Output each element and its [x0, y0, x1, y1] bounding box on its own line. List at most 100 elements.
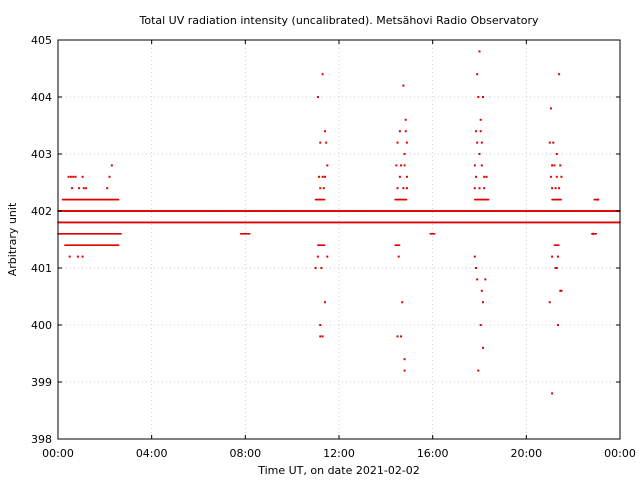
plot-frame — [57, 39, 621, 440]
data-point — [398, 244, 401, 246]
data-point — [399, 198, 401, 201]
data-point — [99, 198, 101, 201]
data-point — [100, 244, 103, 246]
data-point — [320, 198, 323, 201]
data-point — [92, 244, 94, 246]
data-point — [486, 198, 489, 201]
data-point — [403, 164, 406, 167]
data-point — [317, 198, 319, 201]
data-point — [484, 198, 487, 201]
data-point — [326, 255, 329, 258]
data-point — [81, 198, 84, 201]
data-point — [97, 244, 99, 246]
data-point — [100, 233, 103, 235]
data-point — [474, 175, 477, 178]
data-point — [102, 198, 105, 201]
data-point — [59, 233, 62, 235]
data-point — [84, 244, 86, 246]
data-point — [319, 198, 322, 201]
data-point — [106, 198, 109, 201]
data-point — [403, 198, 406, 201]
x-tick-label: 08:00 — [229, 447, 261, 460]
data-point — [111, 233, 113, 235]
data-point — [478, 198, 481, 201]
data-point — [74, 244, 77, 246]
data-point — [316, 96, 319, 98]
data-point — [58, 233, 60, 235]
data-point — [483, 198, 485, 201]
y-axis: 398 399 400 401 402 403 404 405 — [31, 34, 620, 446]
data-point — [87, 244, 90, 246]
data-point — [556, 198, 558, 201]
data-point — [77, 244, 79, 246]
data-point — [556, 324, 559, 326]
data-point — [64, 244, 66, 246]
data-point — [323, 244, 325, 246]
data-point — [592, 232, 595, 235]
data-point — [108, 233, 111, 235]
data-point — [84, 198, 86, 201]
data-point — [99, 244, 101, 246]
data-point — [91, 198, 93, 201]
data-point — [60, 233, 63, 235]
data-point — [559, 289, 562, 292]
data-point — [554, 198, 557, 201]
data-point — [552, 198, 555, 201]
data-point — [119, 233, 121, 235]
data-point — [473, 255, 476, 258]
data-point — [67, 175, 70, 178]
data-point — [98, 244, 100, 246]
data-point — [551, 392, 554, 395]
data-point — [90, 198, 92, 201]
data-point — [396, 244, 399, 246]
data-point — [323, 198, 325, 201]
data-point — [110, 244, 112, 246]
y-axis-label: Arbitrary unit — [6, 202, 19, 276]
data-point — [80, 244, 83, 246]
data-point — [554, 187, 557, 190]
data-point — [93, 198, 96, 201]
data-point — [476, 198, 478, 201]
data-point — [71, 244, 73, 246]
data-point — [72, 244, 74, 246]
data-point — [92, 198, 94, 201]
data-point — [86, 198, 89, 201]
data-point — [484, 278, 487, 281]
data-point — [549, 175, 552, 178]
data-point — [68, 233, 71, 235]
data-point — [68, 198, 71, 201]
data-point — [86, 244, 89, 246]
y-tick-label: 401 — [31, 262, 52, 275]
data-point — [101, 244, 104, 246]
data-point — [85, 187, 88, 190]
y-tick-label: 404 — [31, 91, 52, 104]
data-points — [57, 50, 621, 395]
data-point — [92, 233, 94, 235]
data-point — [95, 233, 98, 235]
data-point — [594, 198, 597, 201]
data-point — [112, 198, 114, 201]
data-point — [81, 244, 84, 246]
data-point — [79, 233, 82, 235]
data-point — [108, 175, 111, 178]
x-tick-label: 04:00 — [136, 447, 168, 460]
data-point — [557, 244, 559, 246]
data-point — [94, 233, 97, 235]
data-point — [396, 198, 399, 201]
data-point — [74, 175, 77, 178]
data-point — [480, 141, 483, 144]
data-point — [65, 198, 67, 201]
data-point — [314, 267, 317, 269]
data-point — [317, 244, 319, 246]
data-point — [322, 187, 325, 190]
data-point — [115, 198, 118, 201]
data-point — [70, 198, 72, 201]
data-point — [67, 244, 70, 246]
data-point — [591, 233, 593, 235]
data-point — [71, 233, 73, 235]
data-point — [480, 289, 483, 292]
data-point — [63, 198, 65, 201]
data-point — [105, 233, 107, 235]
data-point — [596, 198, 599, 201]
data-point — [431, 233, 434, 235]
